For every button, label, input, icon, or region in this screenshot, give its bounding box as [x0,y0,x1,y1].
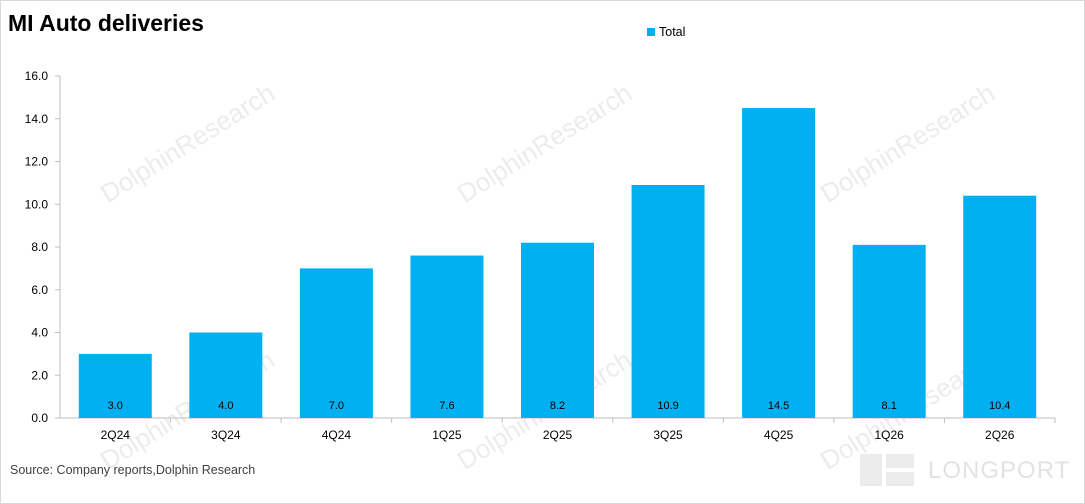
y-tick-label: 14.0 [25,112,49,126]
y-tick-label: 12.0 [25,155,49,169]
data-label: 7.6 [439,400,454,412]
x-tick-label: 2Q26 [985,428,1015,442]
bar [189,332,263,418]
bar [299,268,373,418]
x-tick-label: 3Q24 [211,428,241,442]
y-tick-label: 10.0 [25,197,49,211]
y-tick-label: 8.0 [31,240,48,254]
chart-title: MI Auto deliveries [8,10,204,36]
data-label: 3.0 [108,400,123,412]
data-label: 8.1 [882,400,897,412]
bar [742,108,816,418]
bar [852,244,926,418]
y-tick-label: 2.0 [31,368,48,382]
bar [78,353,152,418]
data-label: 7.0 [329,400,344,412]
data-label: 10.4 [989,400,1010,412]
bar [631,185,705,418]
y-tick-label: 4.0 [31,326,48,340]
bar [521,242,594,418]
data-label: 14.5 [768,400,789,412]
legend-swatch [647,28,655,36]
y-tick-label: 0.0 [31,411,48,425]
x-tick-label: 1Q26 [874,428,904,442]
data-label: 10.9 [657,400,678,412]
data-label: 8.2 [550,400,565,412]
x-tick-label: 1Q25 [432,428,462,442]
x-tick-label: 4Q24 [322,428,352,442]
x-tick-label: 2Q25 [543,428,573,442]
y-tick-label: 6.0 [31,283,48,297]
bar [410,255,484,418]
x-tick-label: 4Q25 [764,428,794,442]
x-tick-label: 2Q24 [101,428,131,442]
y-tick-label: 16.0 [25,69,49,83]
legend-label: Total [659,25,685,39]
x-tick-label: 3Q25 [653,428,683,442]
bar [963,195,1037,418]
source-note: Source: Company reports,Dolphin Research [10,463,256,477]
data-label: 4.0 [218,400,233,412]
